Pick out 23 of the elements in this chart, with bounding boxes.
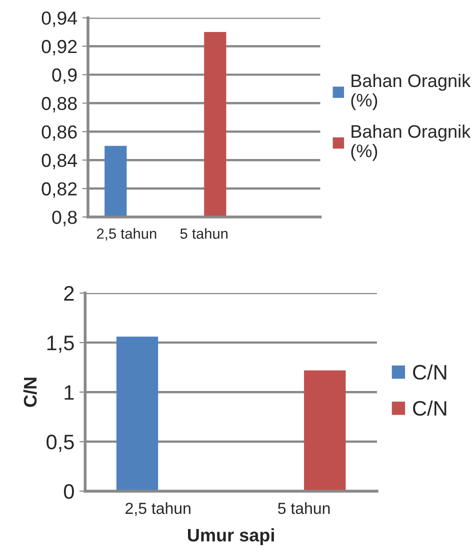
y-tick-label: 0,92 <box>42 40 77 56</box>
y-tick-label: 0,88 <box>42 96 77 112</box>
x-tick-label: 5 tahun <box>180 228 228 239</box>
y-axis-title: C/N <box>23 378 37 407</box>
legend-label: C/N <box>413 400 446 416</box>
y-tick-label: 0 <box>64 484 74 499</box>
x-tick-label: 5 tahun <box>278 502 330 514</box>
x-axis-title: Umur sapi <box>188 528 274 546</box>
y-tick-label: 0,8 <box>52 210 77 226</box>
y-tick-label: 0,82 <box>42 182 77 198</box>
y-tick-label: 0,86 <box>42 125 77 141</box>
x-tick-label: 2,5 tahun <box>97 228 156 241</box>
legend-label: Bahan Oragnik (%) <box>351 74 471 110</box>
y-tick-label: 1 <box>64 385 74 400</box>
legend-label: C/N <box>413 364 446 380</box>
y-tick-label: 1,5 <box>47 336 74 353</box>
y-tick-label: 0,94 <box>42 11 78 27</box>
y-tick-label: 0,9 <box>52 68 77 84</box>
y-tick-label: 0,5 <box>46 434 74 452</box>
y-tick-label: 0,84 <box>42 154 78 170</box>
x-tick-label: 2,5 tahun <box>126 502 190 516</box>
y-tick-label: 2 <box>64 286 74 301</box>
legend-label: Bahan Oragnik (%) <box>351 124 471 161</box>
